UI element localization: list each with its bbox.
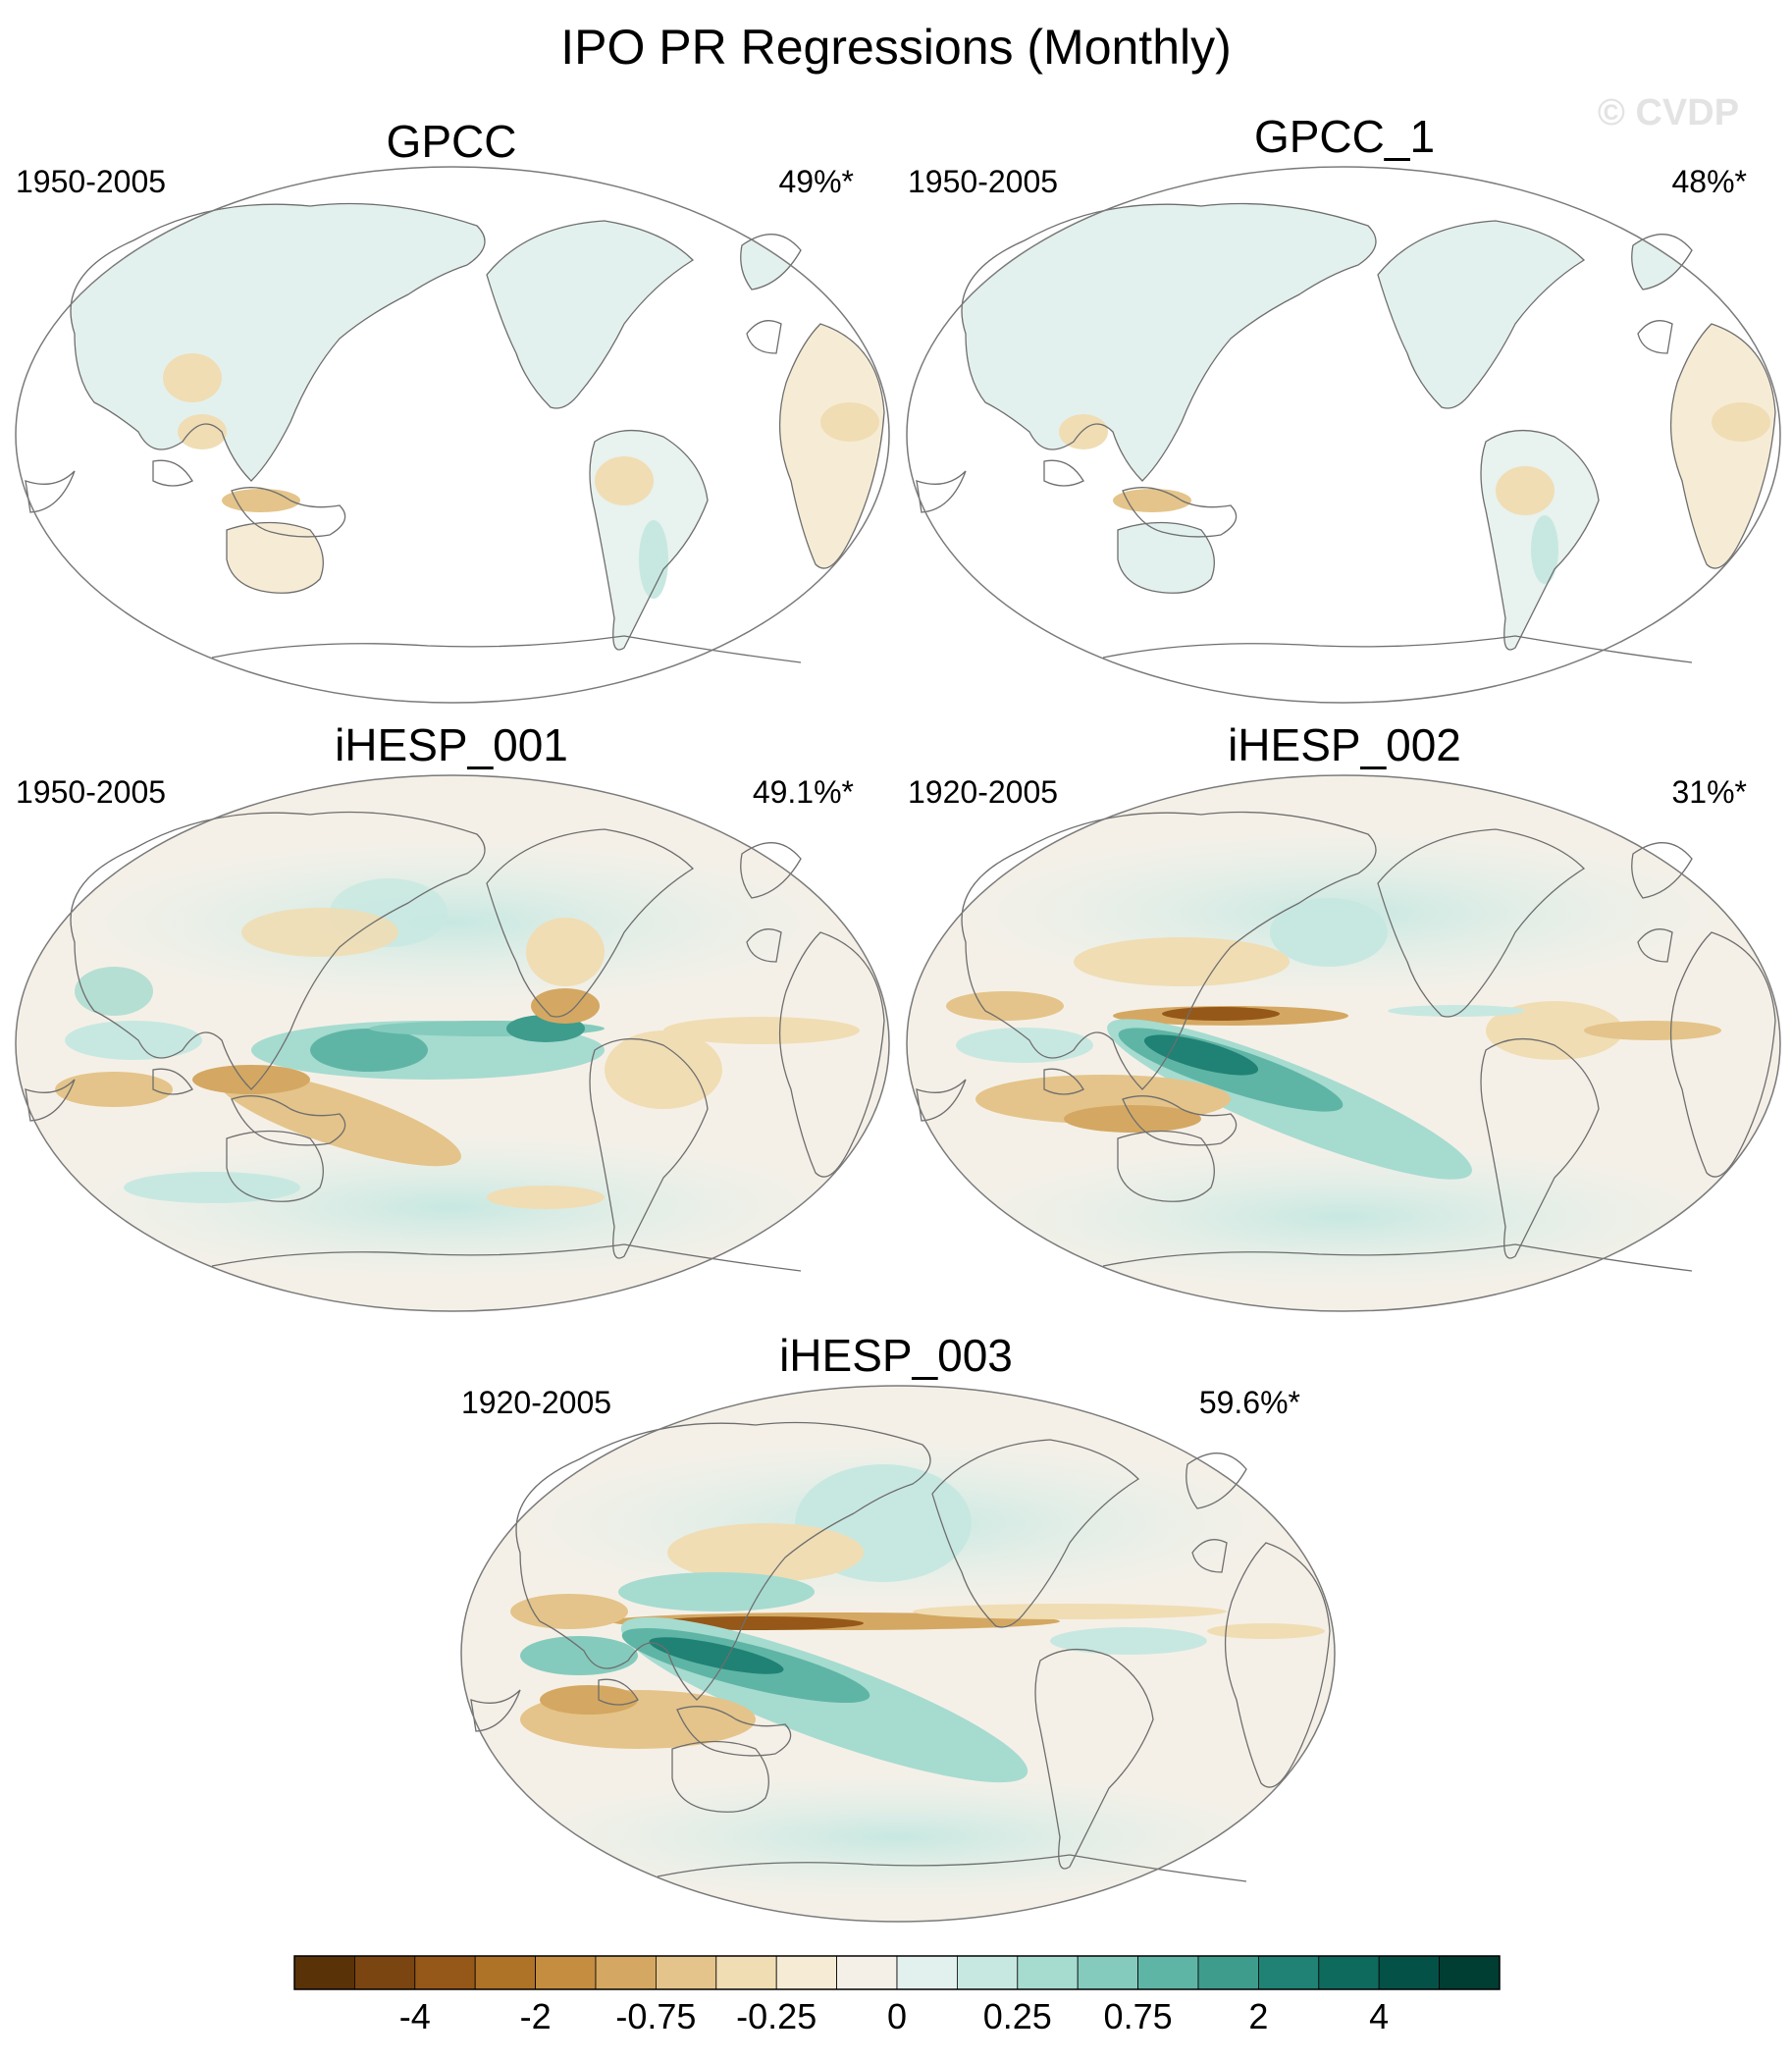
colorbar: -4 -2 -0.75 -0.25 0 0.25 0.75 2 4 xyxy=(293,1955,1501,2036)
map-gpcc xyxy=(15,166,890,704)
panel-percent: 49.1%* xyxy=(753,774,854,810)
panel-period: 1920-2005 xyxy=(461,1385,611,1420)
colorbar-swatch xyxy=(715,1955,777,1990)
colorbar-swatch xyxy=(1017,1955,1079,1990)
colorbar-swatch xyxy=(1258,1955,1320,1990)
panel-period: 1920-2005 xyxy=(908,774,1058,810)
colorbar-tick-label: 0.25 xyxy=(983,1996,1052,2036)
colorbar-swatch xyxy=(656,1955,717,1990)
map-ihesp-003 xyxy=(460,1385,1336,1923)
colorbar-swatch xyxy=(353,1955,416,1990)
panel-title: GPCC_1 xyxy=(1254,111,1435,162)
panel-title: iHESP_001 xyxy=(335,719,568,770)
map-ihesp-001 xyxy=(15,774,890,1312)
panel-ihesp-003: iHESP_003 1920-2005 59.6%* xyxy=(460,1330,1336,1923)
colorbar-swatch xyxy=(836,1955,898,1990)
panel-period: 1950-2005 xyxy=(908,164,1058,199)
map-ihesp-002 xyxy=(906,774,1781,1312)
colorbar-swatch xyxy=(535,1955,597,1990)
colorbar-swatch xyxy=(896,1955,958,1990)
panel-period: 1950-2005 xyxy=(16,774,166,810)
colorbar-tick-label: -0.75 xyxy=(615,1996,696,2036)
colorbar-swatch xyxy=(414,1955,476,1990)
panel-percent: 48%* xyxy=(1672,164,1748,199)
colorbar-swatch xyxy=(293,1955,355,1990)
colorbar-swatch xyxy=(1077,1955,1138,1990)
colorbar-swatch xyxy=(474,1955,537,1990)
panel-gpcc: GPCC 1950-2005 49%* xyxy=(15,116,890,704)
colorbar-tick-label: 2 xyxy=(1248,1996,1268,2036)
panel-title: iHESP_003 xyxy=(779,1330,1013,1381)
colorbar-tick-label: -2 xyxy=(520,1996,552,2036)
panel-period: 1950-2005 xyxy=(16,164,166,199)
panel-ihesp-001: iHESP_001 1950-2005 49.1%* xyxy=(15,719,890,1312)
colorbar-tick-label: 0 xyxy=(887,1996,907,2036)
colorbar-swatch xyxy=(957,1955,1019,1990)
panel-percent: 59.6%* xyxy=(1199,1385,1300,1420)
panel-percent: 31%* xyxy=(1672,774,1748,810)
colorbar-tick-label: -4 xyxy=(399,1996,431,2036)
colorbar-tick-label: 0.75 xyxy=(1104,1996,1173,2036)
colorbar-swatch xyxy=(1137,1955,1199,1990)
panel-ihesp-002: iHESP_002 1920-2005 31%* xyxy=(906,719,1781,1312)
panel-title: GPCC xyxy=(387,116,517,167)
figure-title: IPO PR Regressions (Monthly) xyxy=(560,20,1232,75)
panel-gpcc-1: GPCC_1 1950-2005 48%* xyxy=(906,111,1781,704)
colorbar-tick-label: -0.25 xyxy=(736,1996,817,2036)
panel-title: iHESP_002 xyxy=(1228,719,1461,770)
colorbar-swatch xyxy=(1197,1955,1259,1990)
colorbar-swatch xyxy=(595,1955,657,1990)
cvdp-watermark: © CVDP xyxy=(1598,92,1739,133)
colorbar-swatch xyxy=(1439,1955,1501,1990)
colorbar-outline xyxy=(293,1955,1501,1990)
colorbar-swatch xyxy=(1378,1955,1440,1990)
colorbar-swatch xyxy=(1318,1955,1380,1990)
map-gpcc-1 xyxy=(906,166,1781,704)
colorbar-swatch xyxy=(775,1955,838,1990)
panel-percent: 49%* xyxy=(779,164,855,199)
colorbar-tick-label: 4 xyxy=(1369,1996,1389,2036)
